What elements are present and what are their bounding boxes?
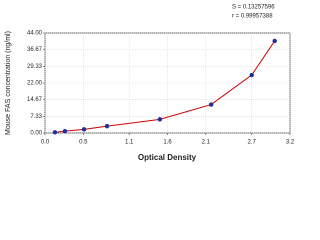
y-tick-label: 36.67	[27, 47, 43, 53]
data-point	[157, 117, 163, 122]
y-tick-label: 7.33	[30, 114, 42, 120]
annotation: r = 0.99957388	[232, 14, 273, 20]
x-tick-label: 2.7	[248, 140, 257, 146]
data-point	[208, 102, 214, 107]
data-point	[52, 130, 58, 135]
x-tick-label: 2.1	[202, 140, 211, 146]
data-point	[249, 72, 254, 78]
y-tick-label: 0.00	[30, 131, 42, 137]
y-tick-label: 22.00	[27, 81, 43, 87]
data-point	[272, 38, 277, 44]
series-line	[54, 40, 276, 133]
data-point	[62, 128, 68, 134]
data-point	[81, 127, 87, 132]
y-tick-label: 29.33	[27, 64, 43, 70]
annotation: S = 0.13257596	[232, 5, 275, 11]
y-axis-title: Mouse FAS concentration (ng/ml)	[5, 31, 12, 135]
x-tick-label: 0.5	[79, 140, 88, 146]
x-tick-label: 3.2	[286, 140, 295, 146]
data-point	[104, 123, 110, 129]
x-tick-label: 1.1	[125, 140, 134, 146]
x-axis-title: Optical Density	[138, 153, 197, 162]
chart: S = 0.13257596 r = 0.99957388 Optical De…	[5, 5, 295, 163]
y-tick-label: 14.67	[27, 97, 43, 103]
x-tick-label: 1.6	[163, 140, 172, 146]
page: S = 0.13257596 r = 0.99957388 Optical De…	[4, 4, 295, 163]
y-tick-label: 44.00	[27, 31, 43, 37]
x-tick-label: 0.0	[41, 140, 50, 146]
